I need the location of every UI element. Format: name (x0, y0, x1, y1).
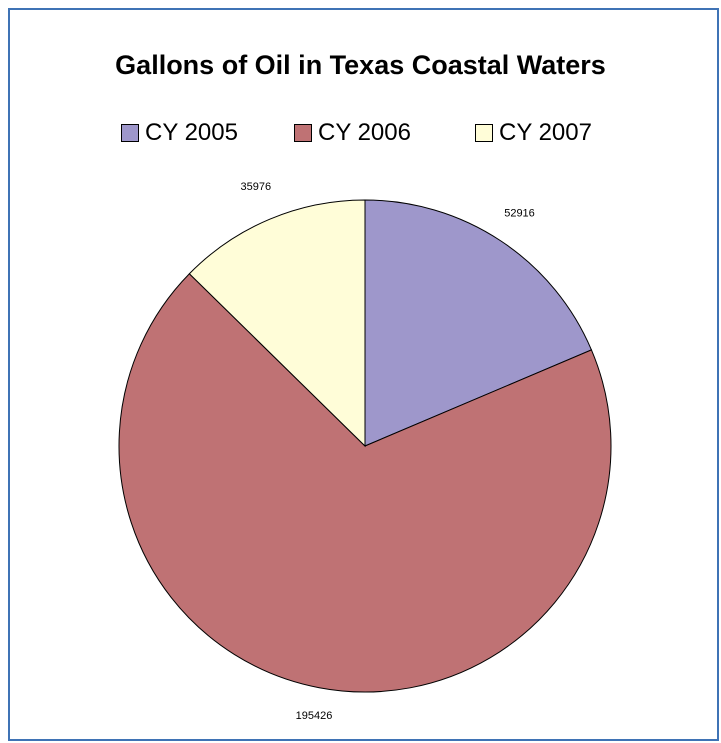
pie-slice-cy-2007 (188, 199, 366, 448)
legend-item-cy-2007: CY 2007 (475, 118, 592, 148)
pie-slice-cy-2006 (118, 273, 612, 693)
legend-label-cy-2006: CY 2006 (318, 119, 411, 146)
data-label-cy-2007: 35976 (241, 181, 272, 193)
legend-label-cy-2007: CY 2007 (499, 119, 592, 146)
legend-item-cy-2005: CY 2005 (121, 118, 238, 148)
data-label-cy-2005: 52916 (504, 208, 535, 220)
data-label-cy-2006: 195426 (296, 710, 333, 722)
legend-label-cy-2005: CY 2005 (145, 119, 238, 146)
chart-legend: CY 2005 CY 2006 CY 2007 (0, 118, 721, 148)
legend-item-cy-2006: CY 2006 (294, 118, 411, 148)
legend-swatch-cy-2007 (475, 124, 493, 142)
legend-swatch-cy-2005 (121, 124, 139, 142)
legend-swatch-cy-2006 (294, 124, 312, 142)
chart-title: Gallons of Oil in Texas Coastal Waters (115, 50, 606, 80)
pie-slice-cy-2005 (364, 199, 593, 447)
